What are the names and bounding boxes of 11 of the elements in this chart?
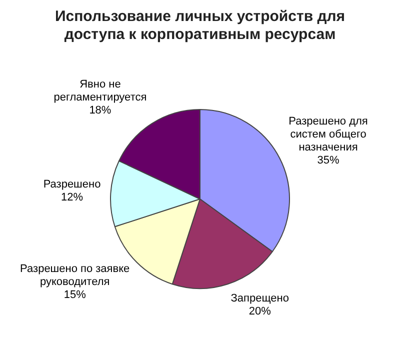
slice-label: Запрещено xyxy=(230,292,289,305)
slice-label: Разрешено по заявке руководителя xyxy=(20,263,130,288)
slice-label: Разрешено xyxy=(43,178,101,190)
data-label: 18% xyxy=(89,104,112,117)
slice-label: Явно не регламентируется xyxy=(54,78,147,104)
slice-label: Разрешено для систем общего назначения xyxy=(288,116,368,154)
chart-title: Использование личных устройств для доступа к корпоративным ресурсам xyxy=(54,8,346,44)
data-label: 20% xyxy=(248,306,272,318)
data-label: 12% xyxy=(61,191,84,204)
data-label: 15% xyxy=(64,289,86,302)
data-label: 35% xyxy=(317,154,340,167)
